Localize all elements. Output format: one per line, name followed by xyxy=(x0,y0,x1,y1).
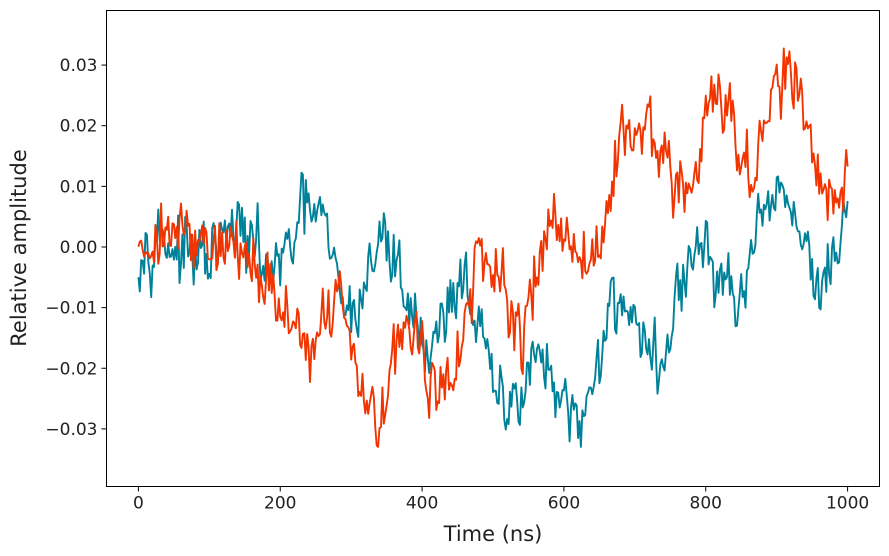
plot-frame xyxy=(106,10,880,487)
y-tick-label: −0.01 xyxy=(45,299,97,319)
x-tick-label: 0 xyxy=(133,494,144,514)
x-axis-title: Time (ns) xyxy=(443,522,543,546)
series-layer xyxy=(137,47,849,448)
y-tick-label: 0.01 xyxy=(60,177,98,197)
series-line-teal xyxy=(137,171,849,448)
y-tick-label: 0.02 xyxy=(60,117,98,137)
y-tick-label: 0.00 xyxy=(60,238,98,258)
x-tick-label: 600 xyxy=(548,494,580,514)
y-axis-title: Relative amplitude xyxy=(7,149,31,346)
y-axis: −0.03 −0.02 −0.01 0.00 0.01 0.02 0.03 xyxy=(45,56,107,440)
x-tick-label: 1000 xyxy=(826,494,869,514)
x-tick-label: 400 xyxy=(406,494,438,514)
x-axis: 0 200 400 600 800 1000 xyxy=(133,486,869,514)
series-line-orange xyxy=(137,47,849,448)
y-tick-label: 0.03 xyxy=(60,56,98,76)
x-tick-label: 800 xyxy=(690,494,722,514)
x-tick-label: 200 xyxy=(264,494,296,514)
y-tick-label: −0.02 xyxy=(45,359,97,379)
y-tick-label: −0.03 xyxy=(45,420,97,440)
